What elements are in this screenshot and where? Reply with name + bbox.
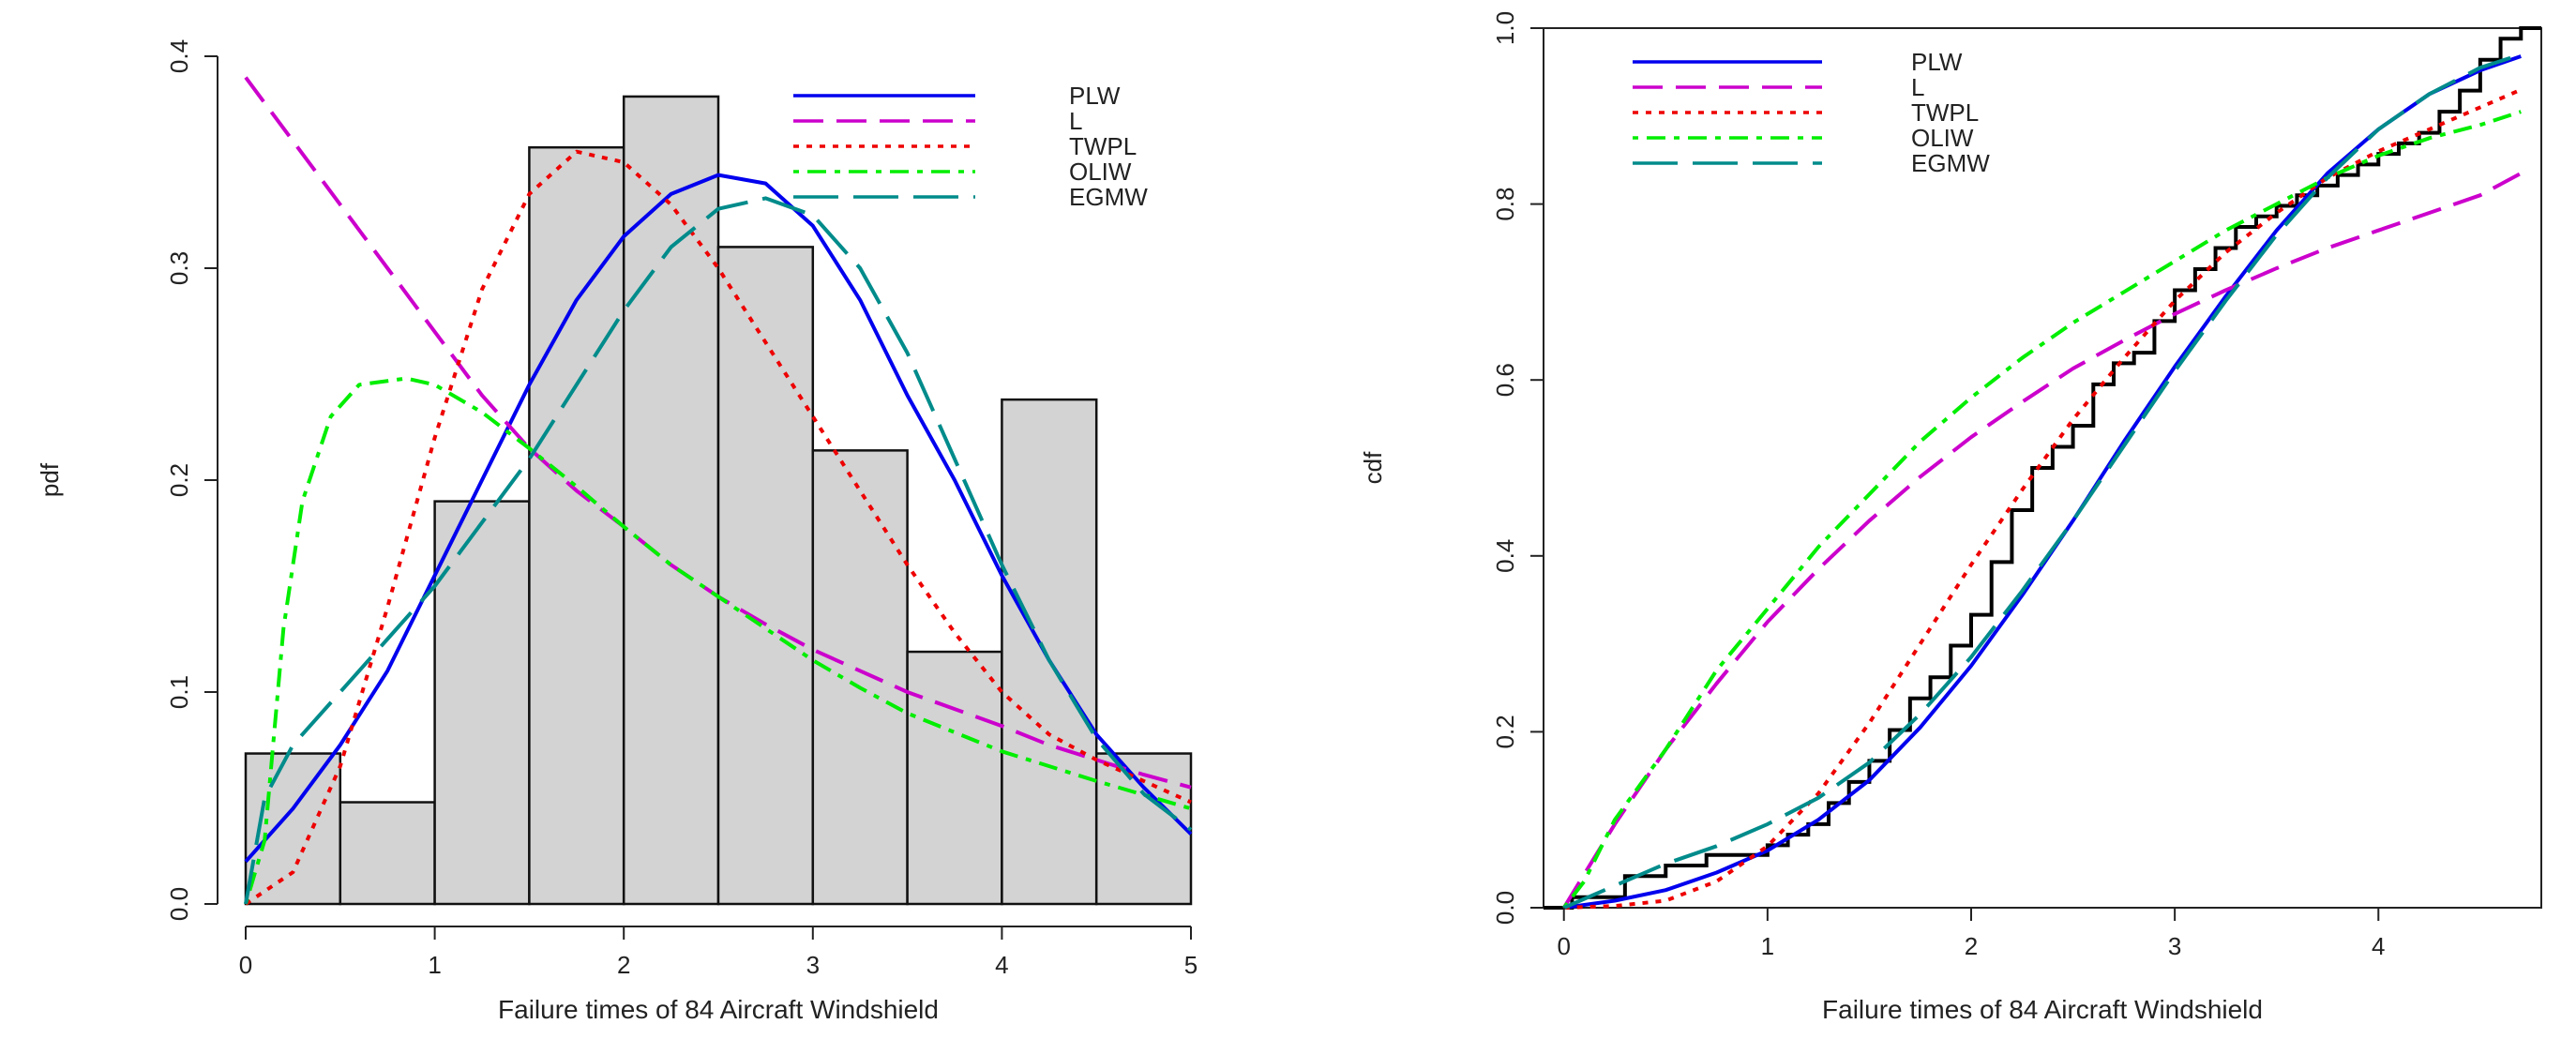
histogram-bar-1 — [244, 752, 342, 906]
legend-label-egmw: EGMW — [1069, 183, 1148, 211]
legend-label-plw: PLW — [1911, 48, 1963, 76]
histogram-bar-3 — [433, 500, 531, 906]
x-tick-label-3: 3 — [2168, 932, 2181, 960]
cdf-curve-l — [1561, 172, 2523, 910]
legend-label-l: L — [1911, 73, 1924, 101]
x-tick-label-2: 2 — [617, 951, 630, 979]
x-tick-label-2: 2 — [1965, 932, 1978, 960]
y-tick-label-1.0: 1.0 — [1491, 11, 1519, 45]
histogram-bar-6 — [716, 246, 815, 906]
x-axis-label: Failure times of 84 Aircraft Windshield — [1822, 995, 2263, 1024]
histogram-bar-9 — [1001, 398, 1098, 906]
y-tick-label-0.1: 0.1 — [165, 675, 193, 709]
cdf-curve-oliw — [1562, 110, 2522, 910]
x-tick-label-3: 3 — [806, 951, 820, 979]
histogram-bar-5 — [622, 95, 720, 906]
histogram-bar-2 — [339, 801, 436, 906]
cdf-curve-egmw — [1562, 53, 2522, 910]
x-axis-label: Failure times of 84 Aircraft Windshield — [498, 995, 939, 1024]
y-tick-label-0.2: 0.2 — [165, 463, 193, 497]
cdf-chart: 0 1 2 3 4 0.0 0.2 0.4 0.6 0.8 1.0 Failure times of … — [1359, 11, 2542, 1024]
legend-label-l: L — [1069, 107, 1082, 135]
legend-label-oliw: OLIW — [1911, 124, 1974, 152]
plot-frame — [1543, 27, 2542, 909]
pdf-curve-oliw — [244, 376, 1192, 905]
histogram-bar-8 — [906, 650, 1003, 906]
y-tick-label-0.0: 0.0 — [165, 887, 193, 921]
y-tick-label-0.3: 0.3 — [165, 251, 193, 285]
y-tick-label-0.0: 0.0 — [1491, 891, 1519, 925]
cdf-curve-plw — [1563, 54, 2522, 910]
x-tick-label-1: 1 — [1761, 932, 1774, 960]
pdf-histogram-chart: 0 1 2 3 4 5 0.0 0.1 0.2 0.3 0.4 Failure times of 84… — [36, 39, 1198, 1024]
pdf-curve-twpl — [244, 149, 1192, 906]
y-axis-label: cdf — [1359, 451, 1387, 484]
legend-label-twpl: TWPL — [1911, 98, 1979, 127]
legend-label-oliw: OLIW — [1069, 158, 1132, 186]
legend-label-egmw: EGMW — [1911, 149, 1990, 177]
histogram-bar-7 — [811, 449, 909, 906]
y-tick-label-0.6: 0.6 — [1491, 363, 1519, 397]
x-tick-label-4: 4 — [995, 951, 1008, 979]
y-tick-label-0.4: 0.4 — [165, 39, 193, 73]
x-tick-label-1: 1 — [428, 951, 441, 979]
legend-label-plw: PLW — [1069, 82, 1121, 110]
histogram-bar-4 — [528, 145, 625, 906]
x-tick-label-0: 0 — [1557, 932, 1570, 960]
legend-label-twpl: TWPL — [1069, 132, 1137, 160]
y-tick-label-0.8: 0.8 — [1491, 188, 1519, 221]
pdf-curve-egmw — [244, 196, 1193, 905]
y-tick-label-0.2: 0.2 — [1491, 715, 1519, 748]
x-tick-label-4: 4 — [2372, 932, 2385, 960]
y-tick-label-0.4: 0.4 — [1491, 539, 1519, 573]
x-tick-label-5: 5 — [1184, 951, 1198, 979]
y-axis-label: pdf — [36, 462, 64, 497]
cdf-curve-twpl — [1563, 87, 2523, 910]
histogram-bar-10 — [1094, 752, 1193, 906]
empirical-cdf-step — [1544, 26, 2541, 910]
x-tick-label-0: 0 — [239, 951, 252, 979]
pdf-curve-plw — [244, 173, 1193, 864]
